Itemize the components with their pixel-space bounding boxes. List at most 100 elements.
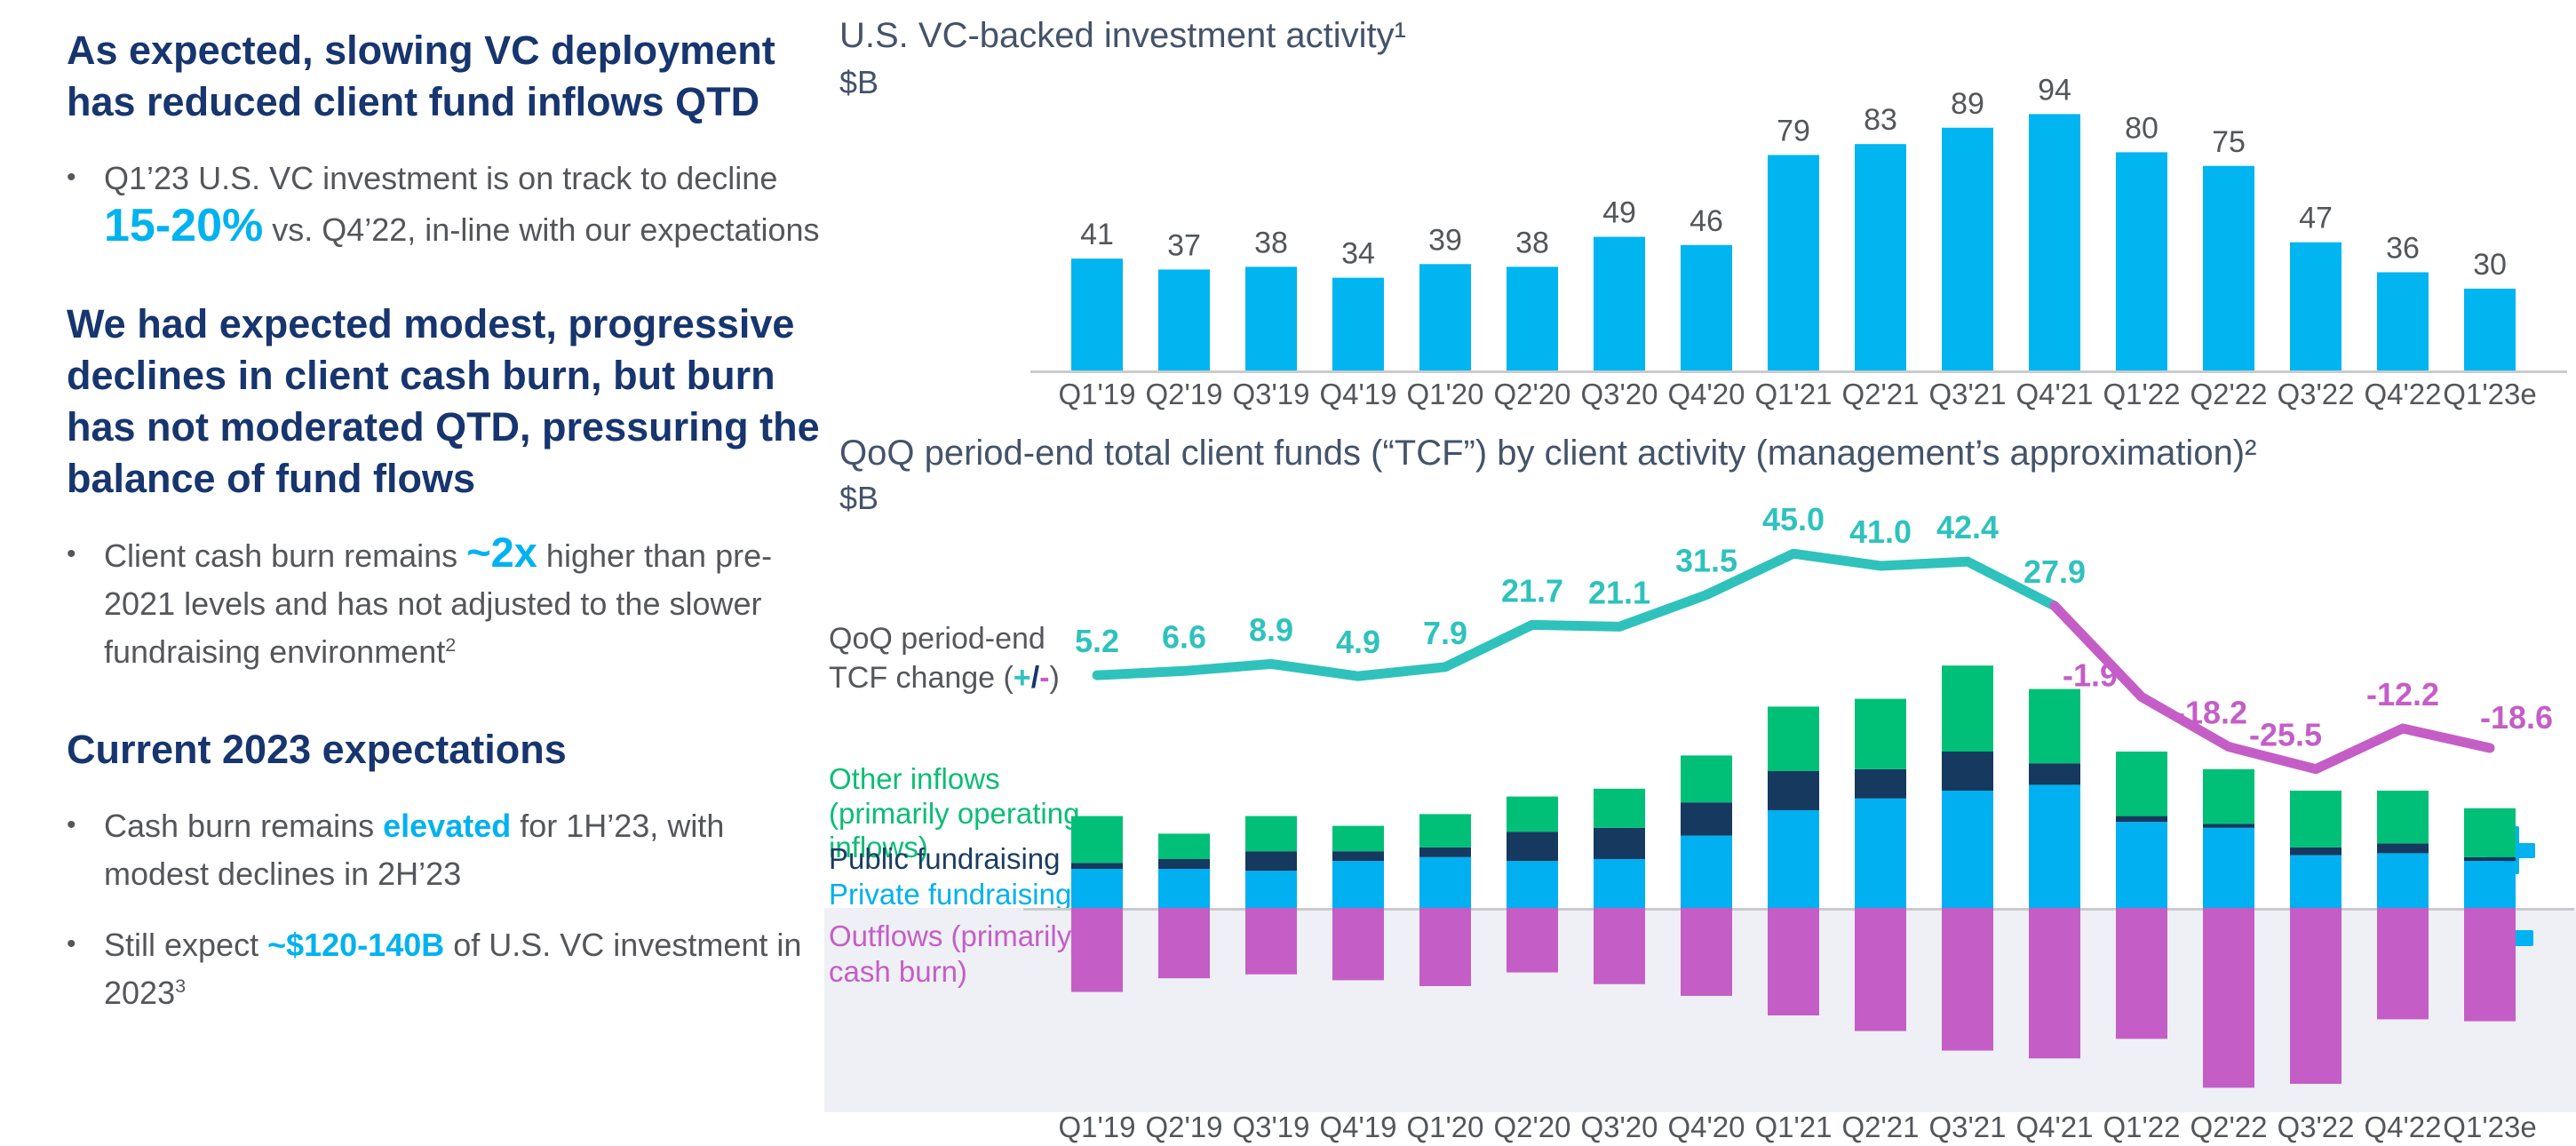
commentary-panel: As expected, slowing VC deployment has r…: [67, 25, 832, 1017]
vc-bar-Q4'21: [2029, 114, 2080, 371]
vc-bar-Q1'21: [1768, 155, 1819, 370]
bullet-group-1: • Q1’23 U.S. VC investment is on track t…: [67, 155, 832, 254]
segment-outflow-Q4'21: [2029, 908, 2080, 1059]
segment-private-Q3'21: [1942, 791, 1993, 908]
segment-public-Q1'21: [1768, 771, 1819, 810]
segment-private-Q1'21: [1768, 810, 1819, 908]
tcf-line-positive: [1092, 548, 2060, 681]
segment-outflow-Q2'20: [1507, 908, 1558, 973]
vc-bar-Q1'23e: [2464, 288, 2516, 370]
segment-other-Q3'22: [2290, 791, 2341, 848]
tcf-line-value: 21.1: [1588, 574, 1650, 610]
bullet-text: vs. Q4’22, in-line with our expectations: [263, 211, 820, 249]
vc-bar-value: 80: [2125, 111, 2159, 145]
segment-public-Q3'19: [1245, 851, 1297, 871]
segment-private-Q3'20: [1594, 859, 1645, 908]
segment-public-Q1'20: [1419, 847, 1471, 857]
bullet-text: Client cash burn remains: [104, 537, 467, 575]
legend-tcf-line1: QoQ period-end: [829, 622, 1046, 656]
segment-other-Q2'19: [1158, 833, 1210, 859]
legend-plus-sign: +: [1013, 660, 1031, 695]
segment-private-Q2'20: [1507, 861, 1558, 908]
vc-bar-Q3'21: [1942, 127, 1993, 370]
vc-bar-value: 38: [1254, 226, 1288, 259]
heading-cash-burn: We had expected modest, progressive decl…: [67, 301, 820, 502]
tcf-line-value: 27.9: [2023, 553, 2086, 590]
legend-other-inflows: Other inflows (primarily operating inflo…: [829, 762, 1080, 864]
bullet-burn-elevated-text: Cash burn remains elevated for 1H’23, wi…: [104, 802, 832, 898]
legend-tcf-change: QoQ period-end TCF change (+/-): [829, 620, 1060, 697]
accent-elevated: elevated: [383, 808, 512, 845]
segment-public-Q2'19: [1158, 859, 1210, 869]
segment-public-Q1'23e: [2464, 856, 2516, 862]
vc-bar-Q4'20: [1681, 244, 1732, 370]
vc-bar-value: 41: [1080, 218, 1114, 251]
segment-outflow-Q1'19: [1071, 908, 1123, 992]
segment-private-Q1'19: [1071, 869, 1123, 908]
tcf-line-value: 7.9: [1423, 615, 1467, 651]
bullet-cash-burn: • Client cash burn remains ~2x higher th…: [67, 531, 832, 676]
vc-bar-Q4'19: [1332, 277, 1384, 370]
vc-bar-value: 49: [1602, 196, 1636, 230]
segment-outflow-Q3'20: [1594, 908, 1645, 984]
vc-bar-Q1'22: [2116, 152, 2167, 370]
segment-public-Q3'22: [2290, 847, 2341, 856]
legend-outflows: Outflows (primarily cash burn): [829, 919, 1072, 988]
bullet-text: Still expect: [104, 927, 268, 964]
segment-other-Q3'21: [1942, 665, 1993, 752]
vc-bar-value: 39: [1428, 223, 1462, 257]
bullet-marker: •: [67, 929, 76, 959]
bullet-vc-2023: • Still expect ~$120-140B of U.S. VC inv…: [67, 921, 832, 1017]
top-chart-title: U.S. VC-backed investment activity¹: [839, 16, 1406, 55]
bullet-burn-elevated: • Cash burn remains elevated for 1H’23, …: [67, 802, 832, 898]
bullet-marker: •: [67, 539, 76, 569]
segment-outflow-Q2'22: [2203, 908, 2254, 1088]
segment-private-Q4'22: [2377, 853, 2429, 908]
segment-private-Q4'19: [1332, 861, 1384, 908]
segment-outflow-Q3'19: [1245, 908, 1297, 975]
bullet-text: higher than pre-2021 levels and has not …: [104, 537, 773, 671]
segment-other-Q2'20: [1507, 796, 1558, 832]
top-x-label: Q1'23e: [2443, 378, 2536, 410]
vc-bar-value: 75: [2212, 125, 2246, 159]
segment-public-Q2'21: [1855, 768, 1906, 799]
accent-120-140b: ~$120-140B: [267, 927, 445, 964]
segment-public-Q1'22: [2116, 816, 2167, 823]
vc-bar-Q2'21: [1855, 144, 1906, 370]
tcf-line-value: 6.6: [1162, 618, 1206, 655]
bottom-x-label: Q2'22: [2190, 1110, 2267, 1143]
bullet-vc-decline: • Q1’23 U.S. VC investment is on track t…: [67, 155, 832, 254]
vc-bar-value: 94: [2038, 73, 2071, 107]
bullet-vc-2023-text: Still expect ~$120-140B of U.S. VC inves…: [104, 921, 832, 1017]
vc-bar-Q2'20: [1507, 267, 1558, 370]
top-x-label: Q1'21: [1754, 378, 1832, 410]
bullet-text: of U.S. VC investment in 2023: [104, 927, 802, 1012]
bottom-x-label: Q4'20: [1667, 1110, 1745, 1143]
vc-bar-Q1'19: [1071, 259, 1123, 370]
bottom-x-label: Q1'21: [1754, 1110, 1832, 1143]
bottom-x-label: Q4'19: [1319, 1110, 1396, 1143]
bottom-chart-unit: $B: [839, 480, 879, 516]
segment-other-Q4'20: [1681, 755, 1732, 803]
bottom-chart-title: QoQ period-end total client funds (“TCF”…: [839, 434, 2257, 473]
bottom-x-label: Q3'21: [1928, 1110, 2006, 1143]
legend-private-fundraising: Private fundraising: [829, 878, 1072, 911]
legend-tcf-close: ): [1049, 660, 1060, 695]
segment-other-Q4'19: [1332, 825, 1384, 852]
top-x-label: Q2'22: [2190, 378, 2267, 410]
segment-private-Q1'20: [1419, 856, 1471, 908]
segment-private-Q2'19: [1158, 869, 1210, 908]
tcf-line-value: -12.2: [2366, 676, 2439, 712]
segment-outflow-Q1'21: [1768, 908, 1819, 1015]
bullet-group-2: • Client cash burn remains ~2x higher th…: [67, 531, 832, 676]
segment-public-Q2'22: [2203, 824, 2254, 828]
segment-other-Q1'23e: [2464, 808, 2516, 857]
segment-outflow-Q4'20: [1681, 908, 1732, 996]
segment-other-Q1'22: [2116, 752, 2167, 816]
segment-outflow-Q2'19: [1158, 908, 1210, 979]
segment-other-Q3'19: [1245, 816, 1297, 852]
vc-bar-value: 34: [1341, 237, 1375, 271]
vc-bar-value: 89: [1951, 87, 1984, 121]
